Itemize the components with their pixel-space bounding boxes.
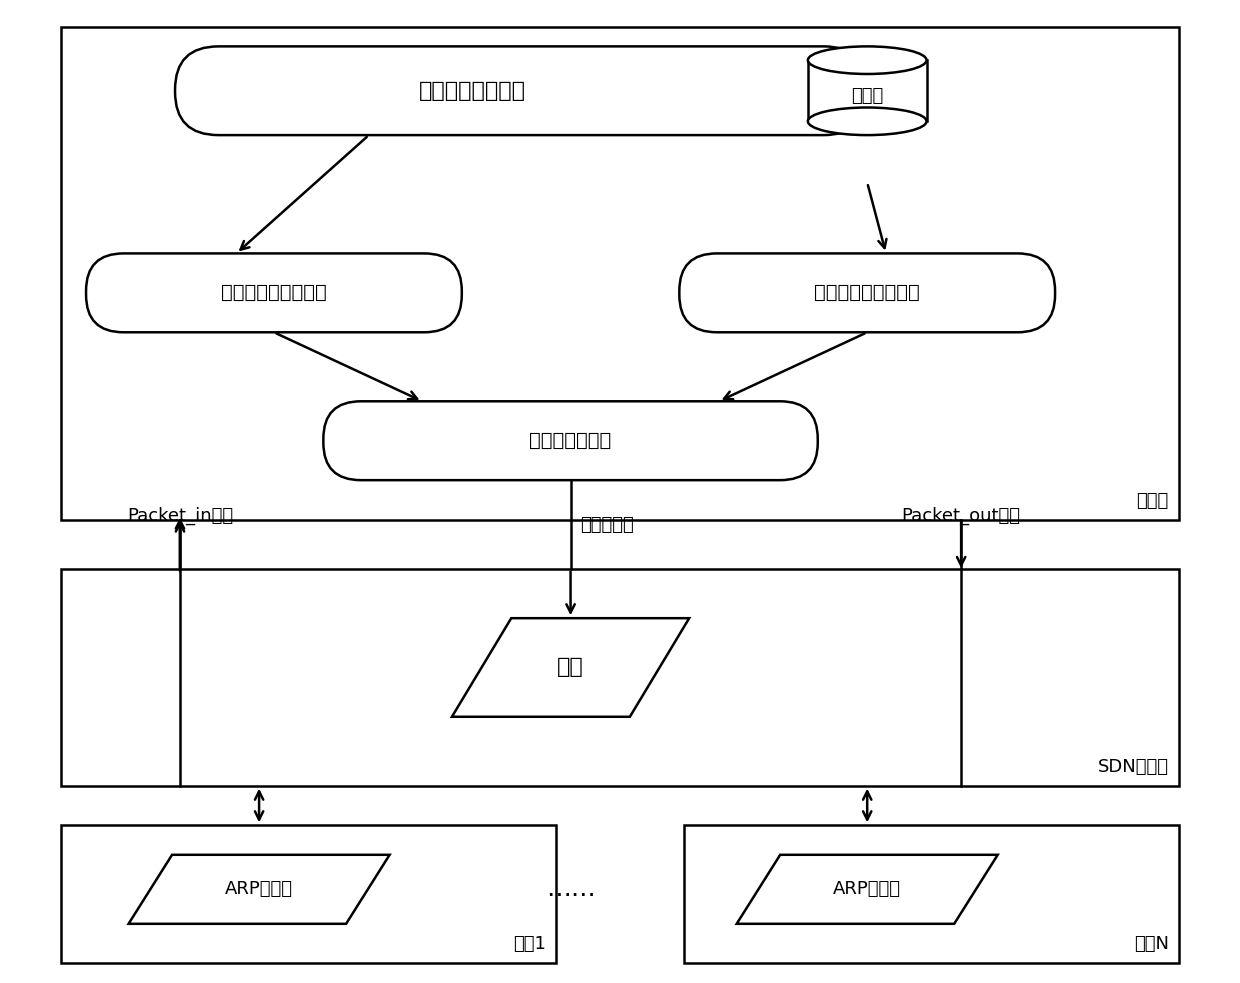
Text: ARP缓存表: ARP缓存表 [226, 881, 293, 898]
Bar [61, 825, 556, 963]
Polygon shape [451, 618, 689, 717]
Ellipse shape [808, 46, 926, 74]
Polygon shape [737, 855, 998, 924]
Text: 主机N: 主机N [1133, 936, 1169, 954]
Text: ……: …… [546, 877, 595, 901]
Text: Packet_in消息: Packet_in消息 [126, 506, 233, 525]
Text: 定时监测和缓解模块: 定时监测和缓解模块 [815, 283, 920, 303]
FancyBboxPatch shape [680, 254, 1055, 332]
Text: 实时检测和防御模块: 实时检测和防御模块 [221, 283, 327, 303]
FancyBboxPatch shape [175, 46, 867, 135]
FancyBboxPatch shape [324, 401, 817, 480]
Text: 数据库: 数据库 [851, 87, 883, 104]
Bar [61, 569, 1179, 785]
Ellipse shape [808, 107, 926, 135]
Polygon shape [129, 855, 389, 924]
Text: SDN交换机: SDN交换机 [1097, 758, 1169, 776]
Bar [808, 60, 926, 121]
Text: 安装流表项: 安装流表项 [580, 515, 634, 534]
Bar [684, 825, 1179, 963]
Text: 流表项控制模块: 流表项控制模块 [529, 432, 611, 450]
Text: 流表: 流表 [557, 658, 584, 677]
Text: 主机1: 主机1 [513, 936, 546, 954]
Text: 网络信息维护模块: 网络信息维护模块 [419, 81, 526, 100]
Text: Packet_out消息: Packet_out消息 [901, 506, 1021, 525]
Bar [61, 27, 1179, 520]
Text: 控制器: 控制器 [1137, 492, 1169, 510]
FancyBboxPatch shape [86, 254, 461, 332]
Text: ARP缓存表: ARP缓存表 [833, 881, 901, 898]
